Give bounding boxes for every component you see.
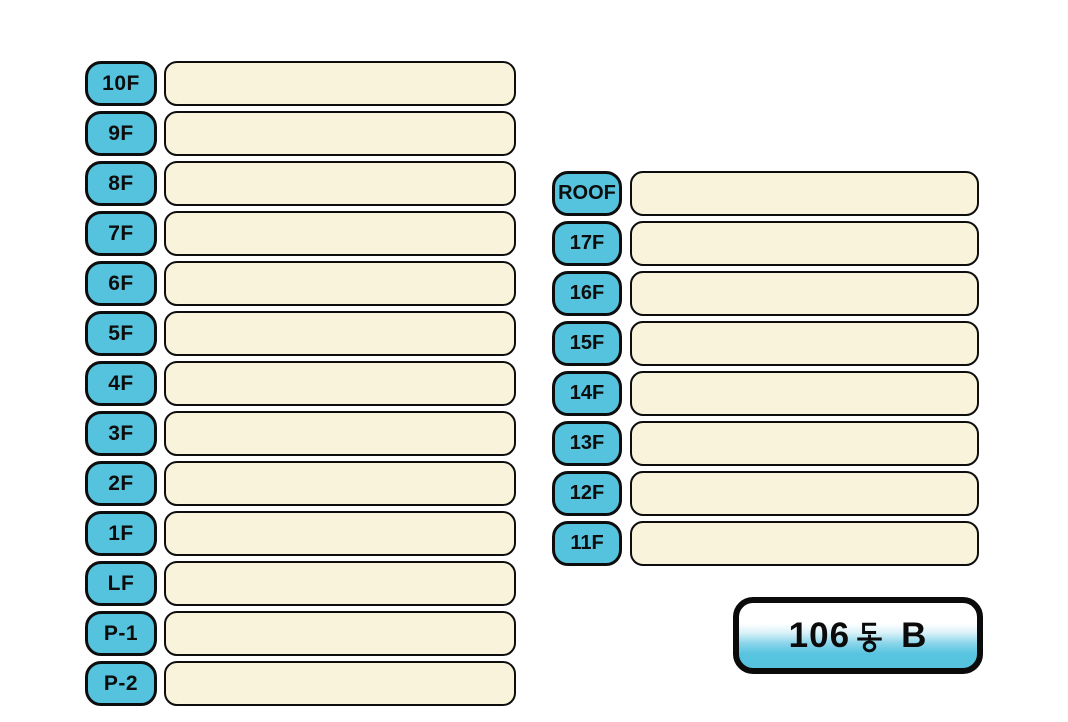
floor-row: 17F [552,221,979,266]
floor-row: 2F [85,461,516,506]
floor-button-13f[interactable]: 13F [552,421,622,466]
floor-button-14f[interactable]: 14F [552,371,622,416]
floor-panel-6f [164,261,516,306]
floor-panel-p1 [164,611,516,656]
floor-button-5f[interactable]: 5F [85,311,157,356]
floor-panel-1f [164,511,516,556]
floor-button-10f[interactable]: 10F [85,61,157,106]
floor-panel-2f [164,461,516,506]
floor-row: LF [85,561,516,606]
floor-button-lf[interactable]: LF [85,561,157,606]
floor-button-17f[interactable]: 17F [552,221,622,266]
floor-button-6f[interactable]: 6F [85,261,157,306]
floor-panel-15f [630,321,979,366]
floor-row: 14F [552,371,979,416]
floor-button-1f[interactable]: 1F [85,511,157,556]
floor-row: 11F [552,521,979,566]
floor-panel-14f [630,371,979,416]
building-suffix: B [901,615,928,655]
floor-button-8f[interactable]: 8F [85,161,157,206]
floor-button-p2[interactable]: P-2 [85,661,157,706]
floor-button-p1[interactable]: P-1 [85,611,157,656]
floor-column-right: ROOF 17F 16F 15F 14F 13F 12F 11F [552,171,979,566]
floor-panel-4f [164,361,516,406]
floor-column-left: 10F 9F 8F 7F 6F 5F 4F 3F [85,61,516,706]
floor-button-4f[interactable]: 4F [85,361,157,406]
floor-panel-11f [630,521,979,566]
floor-button-roof[interactable]: ROOF [552,171,622,216]
floor-row: P-2 [85,661,516,706]
floor-panel-8f [164,161,516,206]
floor-panel-5f [164,311,516,356]
floor-panel-9f [164,111,516,156]
floor-button-11f[interactable]: 11F [552,521,622,566]
floor-button-7f[interactable]: 7F [85,211,157,256]
floor-row: P-1 [85,611,516,656]
floor-row: 10F [85,61,516,106]
floor-row: 12F [552,471,979,516]
floor-row: 4F [85,361,516,406]
floor-button-15f[interactable]: 15F [552,321,622,366]
floor-panel-roof [630,171,979,216]
floor-panel-13f [630,421,979,466]
building-button-106-b[interactable]: 106 B [733,597,983,674]
floor-button-9f[interactable]: 9F [85,111,157,156]
floor-button-12f[interactable]: 12F [552,471,622,516]
floor-row: 15F [552,321,979,366]
floor-button-16f[interactable]: 16F [552,271,622,316]
floor-panel-p2 [164,661,516,706]
hangul-dong-glyph [857,622,882,653]
floor-row: 13F [552,421,979,466]
floor-panel-17f [630,221,979,266]
building-number: 106 [788,615,851,655]
floor-panel-3f [164,411,516,456]
floor-button-2f[interactable]: 2F [85,461,157,506]
floor-panel-7f [164,211,516,256]
floor-row: 1F [85,511,516,556]
floor-row: 3F [85,411,516,456]
floor-button-3f[interactable]: 3F [85,411,157,456]
floor-row: 5F [85,311,516,356]
floor-panel-10f [164,61,516,106]
floor-row: 16F [552,271,979,316]
floor-panel-16f [630,271,979,316]
building-button-label: 106 B [789,616,928,656]
floor-row: 9F [85,111,516,156]
floor-row: 6F [85,261,516,306]
floor-row: ROOF [552,171,979,216]
floor-row: 7F [85,211,516,256]
floor-row: 8F [85,161,516,206]
floor-panel-lf [164,561,516,606]
floor-panel-12f [630,471,979,516]
